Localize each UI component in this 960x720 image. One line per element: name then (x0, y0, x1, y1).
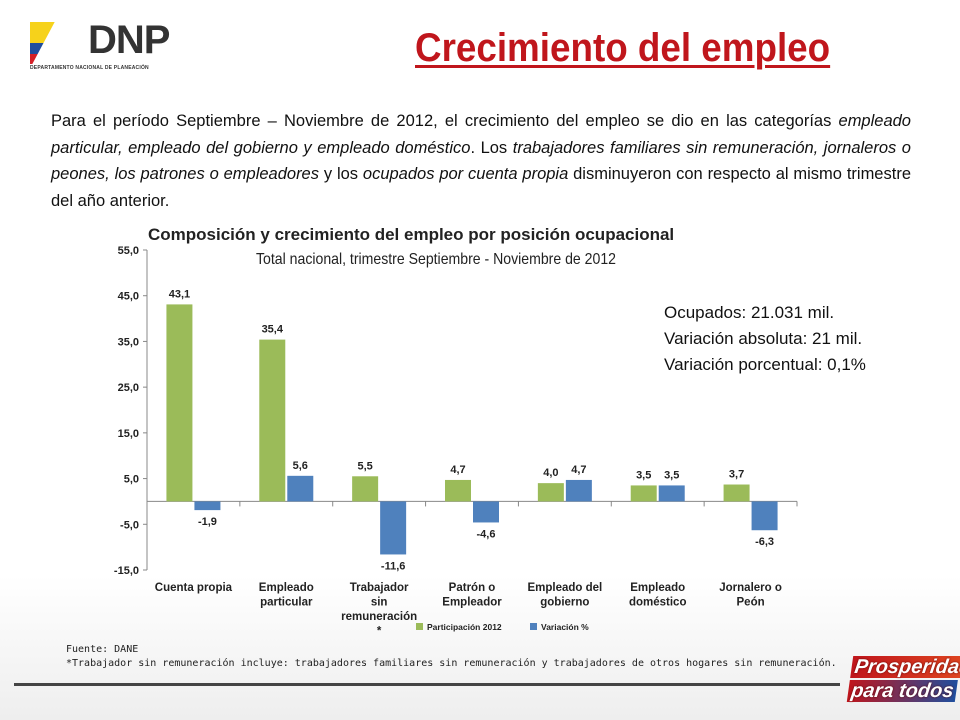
legend-label: Variación % (541, 622, 589, 632)
data-label: -11,6 (381, 560, 405, 572)
footer-source: Fuente: DANE (66, 644, 139, 655)
y-tick-label: 45,0 (118, 291, 139, 303)
bar-participacion (445, 479, 471, 502)
y-tick-label: 15,0 (118, 428, 139, 440)
data-label: 3,5 (636, 469, 651, 481)
variacion-porcentual-text: Variación porcentual: 0,1% (664, 355, 866, 374)
bar-variacion (658, 485, 685, 502)
bar-variacion (473, 501, 499, 523)
footer-notes: Fuente: DANE *Trabajador sin remuneració… (66, 643, 837, 671)
y-tick-label: 35,0 (118, 336, 139, 348)
bar-participacion (537, 483, 564, 502)
data-label: -1,9 (198, 516, 217, 528)
intro-italic-2: trabajadores familiares sin remuneración… (51, 138, 911, 184)
legend-swatch (416, 623, 423, 630)
y-tick-label: 25,0 (118, 382, 139, 394)
intro-text-4: disminuyeron con respecto al mismo trime… (51, 165, 911, 210)
legend-label: Participación 2012 (427, 622, 502, 632)
intro-paragraph: Para el período Septiembre – Noviembre d… (51, 108, 911, 214)
legend-swatch (530, 623, 537, 630)
dnp-logo: DNP DEPARTAMENTO NACIONAL DE PLANEACIÓN (30, 18, 190, 71)
data-label: 3,7 (729, 469, 744, 481)
x-tick-label: Cuenta propia (155, 582, 233, 594)
y-tick-label: -5,0 (120, 519, 139, 531)
chart-subtitle: Total nacional, trimestre Septiembre - N… (256, 251, 617, 268)
data-label: 5,6 (293, 460, 308, 472)
data-label: 4,0 (543, 467, 558, 479)
data-label: 4,7 (450, 464, 465, 476)
bar-participacion (723, 484, 750, 502)
intro-text-3: y los (319, 165, 363, 183)
colombia-flag-icon (30, 22, 92, 64)
data-label: 35,4 (262, 324, 284, 336)
chart-title: Composición y crecimiento del empleo por… (148, 225, 675, 244)
footer-note: *Trabajador sin remuneración incluye: tr… (66, 658, 837, 669)
x-tick-label: Jornalero o Peón (719, 582, 782, 609)
y-tick-label: 5,0 (124, 474, 139, 486)
logo-subtitle: DEPARTAMENTO NACIONAL DE PLANEACIÓN (30, 65, 149, 71)
prosperidad-logo: Prosperidad para todos (846, 656, 960, 702)
data-label: -6,3 (755, 536, 774, 548)
y-tick-label: 55,0 (118, 245, 139, 257)
x-tick-label: Empleado particular (259, 582, 314, 609)
bar-variacion (287, 475, 314, 502)
bar-variacion (565, 479, 592, 502)
variacion-absoluta-text: Variación absoluta: 21 mil. (664, 329, 863, 348)
y-tick-label: -15,0 (114, 565, 139, 577)
x-tick-label: Trabajador sin remuneración * (341, 582, 417, 638)
logo-name: DNP (88, 18, 170, 62)
brand-line-2: para todos (846, 680, 959, 702)
bar-variacion (380, 501, 407, 555)
page-title: Crecimiento del empleo (415, 26, 831, 70)
intro-italic-3: ocupados por cuenta propia (362, 165, 569, 183)
employment-summary: Ocupados: 21.031 mil. Variación absoluta… (664, 300, 866, 378)
brand-line-1: Prosperidad (850, 656, 960, 678)
data-label: 3,5 (664, 469, 679, 481)
ocupados-text: Ocupados: 21.031 mil. (664, 303, 835, 322)
data-label: 4,7 (571, 464, 586, 476)
x-tick-label: Empleado doméstico (629, 582, 687, 609)
data-label: 5,5 (357, 460, 372, 472)
x-tick-label: Patrón o Empleador (442, 582, 502, 609)
bar-participacion (352, 476, 379, 502)
bar-variacion (194, 501, 221, 511)
x-tick-label: Empleado del gobierno (527, 582, 602, 609)
footer-divider (14, 683, 840, 686)
data-label: -4,6 (477, 528, 496, 540)
bar-variacion (751, 501, 778, 531)
intro-text-1: Para el período Septiembre – Noviembre d… (51, 112, 839, 130)
intro-text-2: . Los (470, 138, 513, 157)
bar-participacion (259, 339, 286, 502)
bar-participacion (166, 304, 193, 502)
data-label: 43,1 (169, 288, 190, 300)
intro-italic-1: empleado particular, empleado del gobier… (51, 112, 911, 157)
bar-participacion (630, 485, 657, 502)
